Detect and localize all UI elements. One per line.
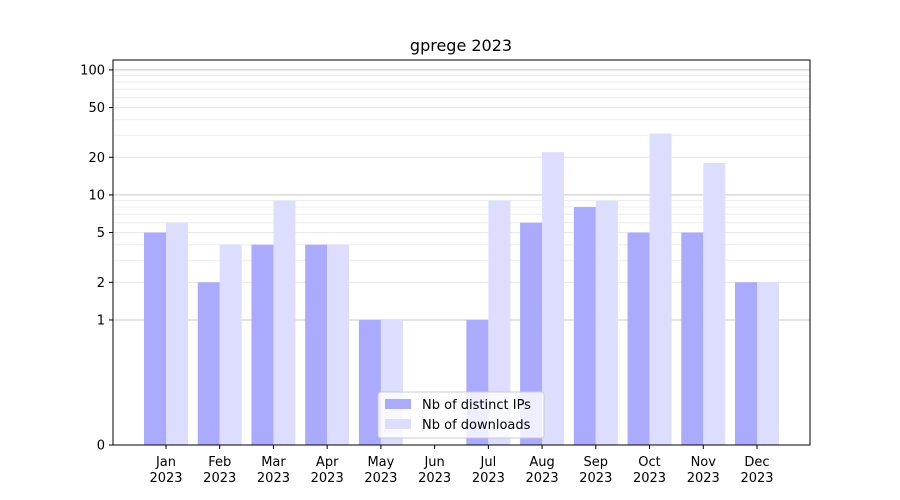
y-tick-label: 100 <box>80 63 105 78</box>
x-tick-label-month: Jun <box>423 455 444 470</box>
bar-distinct-ips <box>627 232 650 445</box>
bar-distinct-ips <box>305 244 328 445</box>
bar-downloads <box>166 222 188 445</box>
bar-downloads <box>273 200 296 445</box>
x-tick-label-year: 2023 <box>203 471 236 486</box>
x-tick-label-year: 2023 <box>257 471 290 486</box>
bar-distinct-ips <box>144 232 166 445</box>
bar-distinct-ips <box>358 319 381 445</box>
legend: Nb of distinct IPs Nb of downloads <box>377 391 545 439</box>
bar-downloads <box>327 244 350 445</box>
bar-distinct-ips <box>681 232 704 445</box>
x-tick-label-year: 2023 <box>364 471 397 486</box>
bar-downloads <box>488 200 511 445</box>
bar-downloads <box>595 200 618 445</box>
bar-downloads <box>757 282 779 445</box>
x-tick-label-month: Feb <box>208 455 231 470</box>
x-tick-label-month: Nov <box>691 455 717 470</box>
x-axis: Jan2023Feb2023Mar2023Apr2023May2023Jun20… <box>149 445 774 486</box>
y-tick-label: 20 <box>88 151 105 166</box>
legend-label: Nb of downloads <box>422 418 531 433</box>
x-tick-label-month: Aug <box>529 455 554 470</box>
x-tick-label-year: 2023 <box>472 471 505 486</box>
x-tick-label-month: Mar <box>261 455 286 470</box>
bar-distinct-ips <box>573 207 596 445</box>
bars <box>144 133 779 445</box>
x-tick-label-month: Jul <box>480 455 497 470</box>
x-tick-label-month: Oct <box>638 455 660 470</box>
x-tick-label-year: 2023 <box>687 471 720 486</box>
y-tick-label: 1 <box>97 313 105 328</box>
bar-downloads <box>649 133 672 445</box>
x-tick-label-year: 2023 <box>740 471 773 486</box>
y-tick-label: 10 <box>88 188 105 203</box>
y-tick-label: 2 <box>97 276 105 291</box>
plot-frame <box>112 59 811 446</box>
legend-swatch <box>385 399 411 409</box>
legend-box <box>377 391 545 439</box>
y-axis: 0 1 2 5 10 20 50 100 <box>80 63 113 454</box>
x-tick-label-year: 2023 <box>633 471 666 486</box>
y-tick-label: 5 <box>97 226 105 241</box>
x-tick-label-year: 2023 <box>579 471 612 486</box>
bar-distinct-ips <box>251 244 274 445</box>
bar-downloads <box>542 152 565 445</box>
x-tick-label-month: Jan <box>155 455 176 470</box>
x-tick-label-year: 2023 <box>418 471 451 486</box>
chart-title: gprege 2023 <box>410 36 512 55</box>
bar-distinct-ips <box>520 222 543 445</box>
bar-downloads <box>219 244 242 445</box>
bar-distinct-ips <box>197 282 220 445</box>
x-tick-label-month: May <box>367 455 394 470</box>
x-tick-label-month: Dec <box>744 455 769 470</box>
y-tick-label: 0 <box>97 439 105 454</box>
x-tick-label-year: 2023 <box>526 471 559 486</box>
x-tick-label-year: 2023 <box>149 471 182 486</box>
legend-label: Nb of distinct IPs <box>422 398 531 413</box>
x-tick-label-month: Sep <box>584 455 609 470</box>
legend-swatch <box>385 419 411 429</box>
x-tick-label-month: Apr <box>316 455 339 470</box>
bar-distinct-ips <box>735 282 757 445</box>
bar-downloads <box>703 163 726 445</box>
x-tick-label-year: 2023 <box>311 471 344 486</box>
y-tick-label: 50 <box>88 101 105 116</box>
